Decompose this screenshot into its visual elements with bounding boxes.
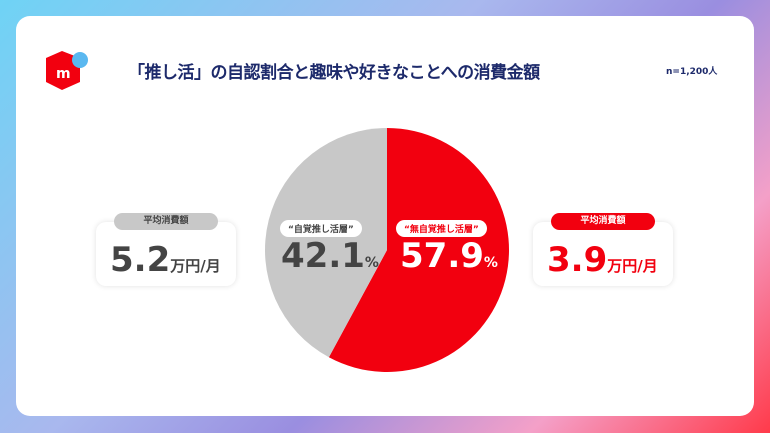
left-callout-pointer <box>234 245 244 263</box>
left-callout-label: 平均消費額 <box>114 213 218 230</box>
mercari-logo: m <box>46 51 88 90</box>
right-callout-pointer <box>525 245 535 263</box>
right-callout-value: 3.9 <box>547 240 608 280</box>
sample-size: n=1,200人 <box>666 67 718 77</box>
logo-letter: m <box>56 66 71 82</box>
red-slice-value: 57.9% <box>400 236 498 276</box>
right-callout: 平均消費額 3.9万円/月 <box>533 213 673 286</box>
left-callout-value: 5.2 <box>110 240 171 280</box>
left-callout: 平均消費額 5.2万円/月 <box>96 213 236 286</box>
right-callout-label: 平均消費額 <box>551 213 655 230</box>
red-slice-label: “無自覚推し活層” <box>396 220 487 237</box>
right-callout-unit: 万円/月 <box>607 257 658 275</box>
gray-slice-value: 42.1% <box>281 236 379 276</box>
left-callout-unit: 万円/月 <box>170 257 221 275</box>
gray-slice-label: “自覚推し活層” <box>280 220 362 237</box>
pie-slice-gray <box>265 128 387 358</box>
chart-title: 「推し活」の自認割合と趣味や好きなことへの消費金額 <box>128 63 540 83</box>
pie-slice-red <box>328 128 510 372</box>
